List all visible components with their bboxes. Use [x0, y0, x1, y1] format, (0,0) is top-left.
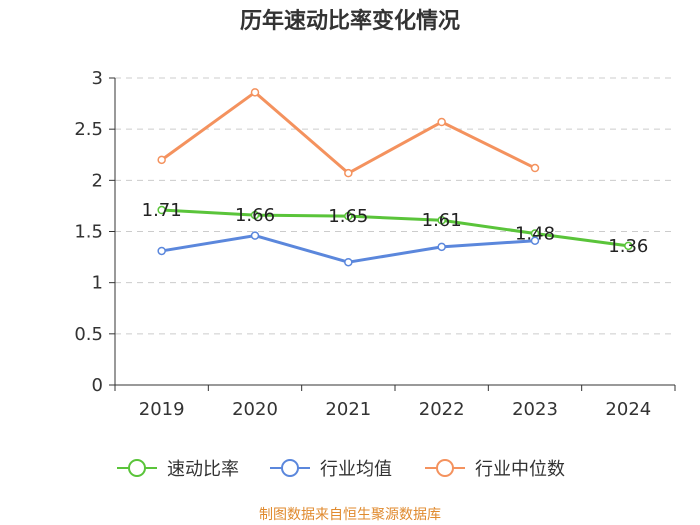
y-tick-label: 2: [92, 170, 103, 191]
data-point: [530, 236, 540, 245]
data-label: 1.65: [328, 206, 368, 227]
data-point: [437, 242, 446, 252]
legend-marker: [128, 459, 146, 477]
data-point: [250, 88, 260, 97]
y-tick-label: 0: [92, 375, 103, 396]
legend-label: 行业均值: [320, 459, 392, 480]
x-tick-label: 2020: [232, 399, 278, 420]
data-label: 1.48: [515, 224, 555, 245]
axes: 0 0.5 1 1.5 2 2.5 3 2019 2020 2021 2022 2023 2024: [74, 68, 676, 420]
y-tick-label: 1.5: [74, 222, 103, 243]
data-point: [157, 246, 166, 256]
x-tick-label: 2024: [605, 399, 651, 420]
data-label: 1.66: [235, 205, 275, 226]
series-line: [160, 90, 536, 175]
y-tick-label: 0.5: [74, 324, 103, 345]
data-point: [437, 215, 446, 225]
x-tick-label: 2023: [512, 399, 558, 420]
data-label: 1.71: [142, 200, 182, 221]
x-tick-label: 2022: [419, 399, 465, 420]
x-tick-label: 2021: [325, 399, 371, 420]
series-group: [157, 88, 633, 267]
data-point: [624, 241, 633, 251]
data-point: [157, 155, 166, 165]
data-point: [157, 205, 166, 215]
legend: 速动比率 行业均值 行业中位数: [117, 459, 565, 480]
legend-label: 行业中位数: [475, 459, 565, 480]
data-point: [250, 231, 260, 240]
source-note: 制图数据来自恒生聚源数据库: [259, 507, 441, 523]
data-point: [344, 211, 353, 221]
legend-marker: [436, 459, 454, 477]
legend-marker: [281, 459, 299, 477]
y-tick-label: 1: [92, 273, 103, 294]
x-tick-label: 2019: [139, 399, 185, 420]
chart-title: 历年速动比率变化情况: [240, 8, 460, 34]
data-point: [344, 257, 353, 267]
data-labels: 1.71 1.66 1.65 1.61 1.48 1.36: [142, 200, 649, 257]
data-point: [250, 210, 260, 220]
data-point: [530, 163, 540, 173]
grid: [115, 77, 675, 335]
series-line: [161, 208, 629, 248]
y-tick-label: 2.5: [74, 119, 103, 140]
legend-label: 速动比率: [167, 459, 239, 480]
data-point: [437, 117, 446, 127]
data-point: [344, 168, 353, 178]
y-tick-label: 3: [92, 68, 103, 89]
data-label: 1.36: [608, 236, 648, 257]
data-label: 1.61: [422, 210, 462, 231]
